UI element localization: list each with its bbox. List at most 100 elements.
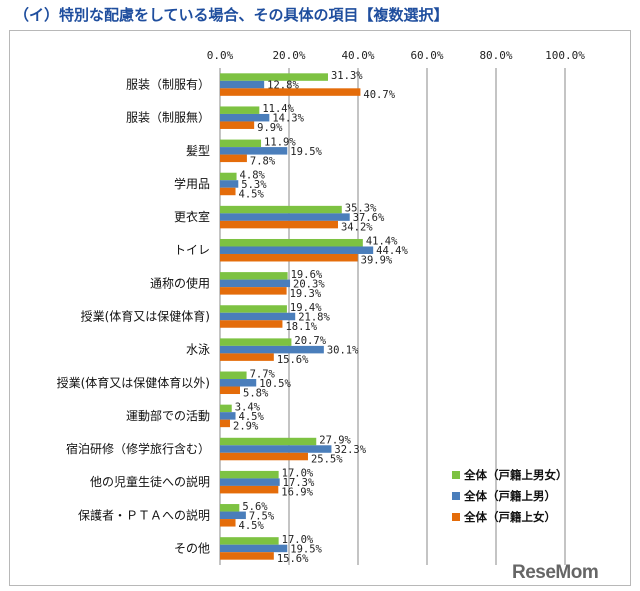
bar — [220, 287, 287, 295]
bar — [220, 485, 279, 494]
logo-text: ReseMom — [512, 562, 599, 583]
category-label: トイレ — [174, 243, 210, 257]
data-label: 11.9% — [264, 136, 296, 148]
data-label: 7.7% — [250, 368, 276, 380]
data-label: 20.7% — [294, 335, 326, 347]
data-label: 16.9% — [281, 487, 313, 499]
legend-swatch — [452, 513, 460, 521]
legend-label: 全体（戸籍上男女） — [463, 468, 568, 482]
category-label: 服装（制服無） — [126, 110, 210, 125]
data-label: 44.4% — [376, 245, 408, 257]
bar — [220, 504, 240, 512]
legend-label: 全体（戸籍上男） — [463, 489, 556, 503]
bar — [220, 205, 342, 214]
bar — [220, 88, 361, 96]
data-label: 4.5% — [239, 188, 265, 200]
data-label: 39.9% — [361, 255, 393, 267]
data-label: 7.5% — [249, 510, 275, 522]
bar — [220, 452, 308, 461]
data-label: 4.8% — [240, 169, 266, 181]
bar — [220, 272, 288, 280]
bar — [220, 478, 280, 486]
data-label: 15.6% — [277, 354, 309, 366]
category-label: その他 — [174, 541, 210, 555]
data-label: 14.3% — [272, 113, 304, 125]
bar — [220, 445, 332, 453]
data-label: 9.9% — [257, 122, 283, 134]
bar — [220, 338, 292, 346]
data-label: 34.2% — [341, 222, 373, 234]
bar — [220, 345, 324, 354]
data-label: 15.6% — [277, 553, 309, 565]
data-label: 17.3% — [283, 477, 315, 489]
data-label: 20.3% — [293, 278, 325, 290]
data-label: 19.4% — [290, 302, 322, 314]
bar — [220, 139, 262, 148]
bar — [220, 80, 265, 89]
bar — [220, 537, 279, 545]
bar — [220, 379, 257, 387]
bar — [220, 246, 374, 254]
data-label: 2.9% — [233, 420, 259, 432]
bar — [220, 238, 363, 247]
data-label: 37.6% — [353, 212, 385, 224]
page-title: （イ）特別な配慮をしている場合、その具体の項目【複数選択】 — [14, 6, 449, 24]
bar — [220, 172, 237, 181]
bar — [220, 154, 247, 163]
x-tick-label: 20.0% — [272, 49, 305, 62]
category-label: 宿泊研修（修学旅行含む） — [66, 441, 210, 456]
x-tick-label: 80.0% — [479, 49, 512, 62]
data-label: 5.3% — [241, 179, 267, 191]
data-label: 19.6% — [291, 269, 323, 281]
data-label: 5.6% — [242, 501, 268, 513]
chart-frame — [9, 30, 631, 586]
bar — [220, 437, 317, 446]
data-label: 19.5% — [290, 146, 322, 158]
data-label: 10.5% — [259, 378, 291, 390]
bar — [220, 147, 288, 155]
bar — [220, 419, 231, 428]
bar — [220, 519, 236, 527]
bar — [220, 386, 241, 395]
category-label: 通称の使用 — [150, 275, 210, 290]
data-label: 17.0% — [282, 468, 314, 480]
bar — [220, 412, 236, 420]
bar — [220, 253, 358, 262]
data-label: 25.5% — [311, 454, 343, 466]
data-label: 27.9% — [319, 435, 351, 447]
bar — [220, 121, 255, 129]
data-label: 40.7% — [363, 89, 395, 101]
category-label: 運動部での活動 — [126, 408, 210, 423]
data-label: 19.5% — [290, 543, 322, 555]
data-label: 5.8% — [243, 387, 269, 399]
bar — [220, 552, 274, 560]
data-label: 35.3% — [345, 203, 377, 215]
bar — [220, 180, 239, 188]
bar — [220, 73, 328, 81]
bar — [220, 106, 260, 114]
x-tick-label: 0.0% — [207, 49, 234, 62]
data-label: 4.5% — [239, 520, 265, 532]
bar — [220, 353, 274, 361]
category-label: 水泳 — [186, 343, 210, 357]
data-label: 7.8% — [250, 155, 276, 167]
data-label: 19.3% — [290, 288, 322, 300]
legend-label: 全体（戸籍上女） — [463, 510, 556, 524]
bar — [220, 470, 279, 479]
data-label: 3.4% — [235, 401, 261, 413]
category-label: 授業(体育又は保健体育) — [81, 309, 210, 324]
category-label: 髪型 — [186, 144, 210, 158]
data-label: 18.1% — [285, 321, 317, 333]
legend-swatch — [452, 492, 460, 500]
bar — [220, 312, 296, 321]
data-label: 17.0% — [282, 534, 314, 546]
data-label: 41.4% — [366, 236, 398, 248]
x-tick-label: 60.0% — [410, 49, 443, 62]
bar — [220, 371, 247, 380]
bar — [220, 113, 270, 122]
bar — [220, 320, 283, 328]
category-label: 授業(体育又は保健体育以外) — [57, 375, 210, 390]
bar — [220, 279, 291, 288]
bar — [220, 544, 288, 553]
